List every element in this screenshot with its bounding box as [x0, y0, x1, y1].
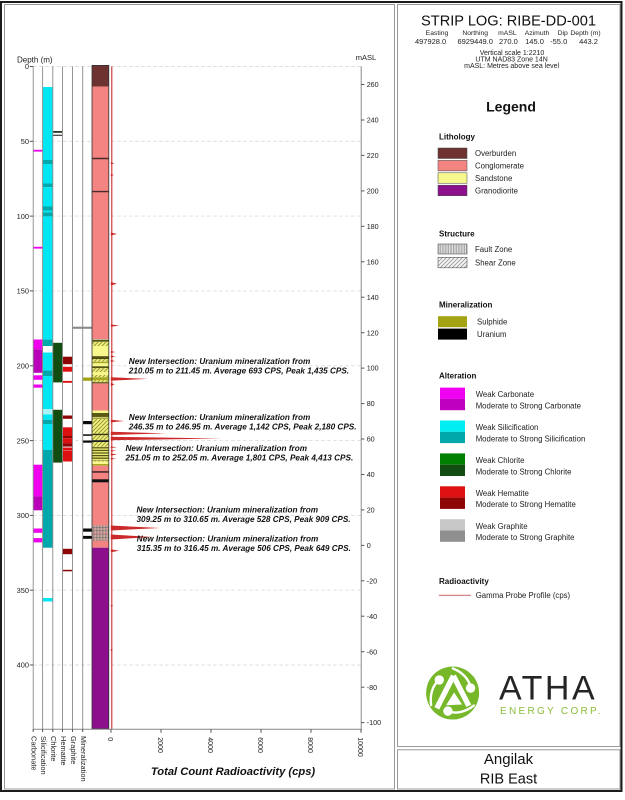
- svg-text:160: 160: [367, 257, 379, 266]
- svg-text:-60: -60: [367, 647, 377, 656]
- svg-text:260: 260: [367, 80, 379, 89]
- svg-text:Chlorite: Chlorite: [49, 736, 58, 761]
- svg-text:Easting: Easting: [426, 30, 449, 37]
- svg-text:315.35 m to 316.45 m. Average: 315.35 m to 316.45 m. Average 506 CPS, P…: [137, 544, 351, 553]
- svg-text:100: 100: [367, 364, 379, 373]
- svg-text:443.2: 443.2: [579, 37, 598, 46]
- svg-text:Conglomerate: Conglomerate: [475, 162, 524, 171]
- svg-text:-40: -40: [367, 612, 377, 621]
- svg-text:Mineralization: Mineralization: [79, 736, 88, 782]
- svg-text:ENERGY CORP.: ENERGY CORP.: [500, 706, 603, 717]
- svg-text:Angilak: Angilak: [484, 751, 534, 768]
- svg-text:150: 150: [17, 287, 29, 296]
- svg-text:Shear Zone: Shear Zone: [475, 259, 516, 268]
- svg-text:40: 40: [367, 470, 375, 479]
- svg-text:10000: 10000: [356, 737, 363, 757]
- svg-text:Weak Chlorite: Weak Chlorite: [476, 456, 525, 465]
- svg-text:309.25 m to 310.65 m. Average: 309.25 m to 310.65 m. Average 528 CPS, P…: [137, 515, 351, 524]
- svg-text:Moderate to Strong Hematite: Moderate to Strong Hematite: [476, 500, 576, 509]
- svg-text:80: 80: [367, 399, 375, 408]
- svg-text:246.35 m to 246.95 m. Average: 246.35 m to 246.95 m. Average 1,142 CPS,…: [128, 423, 357, 432]
- svg-text:200: 200: [17, 362, 29, 371]
- svg-text:Radioactivity: Radioactivity: [439, 577, 489, 586]
- svg-text:4000: 4000: [206, 737, 213, 753]
- svg-text:mASL: Metres above sea level: mASL: Metres above sea level: [464, 63, 559, 70]
- svg-text:Silicification: Silicification: [39, 736, 48, 775]
- svg-text:Northing: Northing: [462, 30, 488, 37]
- svg-text:Sandstone: Sandstone: [475, 174, 512, 183]
- svg-text:Structure: Structure: [439, 230, 475, 239]
- svg-text:New Intersection: Uranium mine: New Intersection: Uranium mineralization…: [126, 444, 308, 453]
- svg-text:STRIP LOG: RIBE-DD-001: STRIP LOG: RIBE-DD-001: [421, 14, 596, 30]
- svg-text:Dip: Dip: [558, 30, 568, 37]
- svg-text:RIB East: RIB East: [480, 772, 537, 788]
- svg-text:Graphite: Graphite: [69, 736, 78, 764]
- svg-text:-100: -100: [367, 718, 381, 727]
- svg-text:UTM NAD83 Zone 14N: UTM NAD83 Zone 14N: [475, 57, 547, 64]
- svg-text:140: 140: [367, 293, 379, 302]
- svg-text:251.05 m to 252.05 m. Average: 251.05 m to 252.05 m. Average 1,801 CPS,…: [125, 454, 354, 463]
- svg-text:Moderate to Strong Chlorite: Moderate to Strong Chlorite: [476, 467, 572, 476]
- svg-text:-80: -80: [367, 683, 377, 692]
- svg-text:497928.0: 497928.0: [415, 37, 446, 46]
- svg-text:300: 300: [17, 511, 29, 520]
- svg-text:200: 200: [367, 187, 379, 196]
- svg-text:0: 0: [367, 541, 371, 550]
- svg-text:Lithology: Lithology: [439, 133, 476, 142]
- svg-text:Uranium: Uranium: [477, 330, 506, 339]
- svg-text:Vertical scale 1:2210: Vertical scale 1:2210: [480, 50, 545, 57]
- svg-text:mASL: mASL: [498, 30, 517, 37]
- svg-text:100: 100: [17, 212, 29, 221]
- svg-text:Azimuth: Azimuth: [525, 30, 550, 37]
- svg-text:New Intersection: Uranium mine: New Intersection: Uranium mineralization…: [137, 535, 319, 544]
- svg-text:Depth (m): Depth (m): [570, 30, 600, 37]
- svg-text:240: 240: [367, 116, 379, 125]
- svg-text:0: 0: [106, 737, 113, 741]
- svg-text:Weak Silicification: Weak Silicification: [476, 423, 539, 432]
- svg-text:Total Count Radioactivity (cps: Total Count Radioactivity (cps): [151, 766, 316, 778]
- svg-text:Weak Carbonate: Weak Carbonate: [476, 390, 534, 399]
- svg-text:180: 180: [367, 222, 379, 231]
- svg-text:mASL: mASL: [356, 53, 376, 62]
- svg-text:250: 250: [17, 436, 29, 445]
- svg-text:Hematite: Hematite: [59, 736, 68, 766]
- svg-text:6000: 6000: [256, 737, 263, 753]
- svg-text:New Intersection: Uranium mine: New Intersection: Uranium mineralization…: [137, 505, 319, 514]
- svg-text:20: 20: [367, 506, 375, 515]
- svg-text:Overburden: Overburden: [475, 149, 516, 158]
- svg-text:Legend: Legend: [486, 99, 536, 115]
- svg-text:Alteration: Alteration: [439, 372, 476, 381]
- svg-text:Depth (m): Depth (m): [17, 56, 53, 65]
- svg-text:Moderate to Strong Silicificat: Moderate to Strong Silicification: [476, 434, 586, 443]
- svg-text:210.05 m to 211.45 m. Average: 210.05 m to 211.45 m. Average 693 CPS, P…: [128, 367, 349, 376]
- svg-text:Gamma Probe Profile (cps): Gamma Probe Profile (cps): [476, 591, 571, 600]
- svg-text:ATHA: ATHA: [499, 670, 597, 708]
- svg-text:Sulphide: Sulphide: [477, 317, 507, 326]
- svg-text:2000: 2000: [156, 737, 163, 753]
- svg-text:8000: 8000: [306, 737, 313, 753]
- svg-text:270.0: 270.0: [499, 37, 518, 46]
- svg-text:Moderate to Strong Carbonate: Moderate to Strong Carbonate: [476, 402, 581, 411]
- svg-text:Mineralization: Mineralization: [439, 301, 492, 310]
- svg-text:350: 350: [17, 586, 29, 595]
- svg-text:Granodiorite: Granodiorite: [475, 186, 518, 195]
- svg-text:0: 0: [25, 62, 29, 71]
- svg-text:-20: -20: [367, 576, 377, 585]
- svg-text:220: 220: [367, 151, 379, 160]
- svg-text:New Intersection: Uranium mine: New Intersection: Uranium mineralization…: [129, 413, 311, 422]
- svg-text:50: 50: [21, 137, 29, 146]
- svg-text:Moderate to Strong Graphite: Moderate to Strong Graphite: [476, 533, 575, 542]
- svg-text:Weak Graphite: Weak Graphite: [476, 522, 528, 531]
- svg-text:120: 120: [367, 328, 379, 337]
- svg-text:Carbonate: Carbonate: [29, 736, 38, 771]
- svg-text:145.0: 145.0: [525, 37, 544, 46]
- svg-text:-55.0: -55.0: [550, 37, 567, 46]
- svg-text:400: 400: [17, 661, 29, 670]
- svg-text:Fault Zone: Fault Zone: [475, 245, 512, 254]
- svg-text:60: 60: [367, 435, 375, 444]
- svg-text:6929449.0: 6929449.0: [457, 37, 492, 46]
- svg-text:New Intersection: Uranium mine: New Intersection: Uranium mineralization…: [129, 357, 311, 366]
- svg-text:Weak Hematite: Weak Hematite: [476, 489, 529, 498]
